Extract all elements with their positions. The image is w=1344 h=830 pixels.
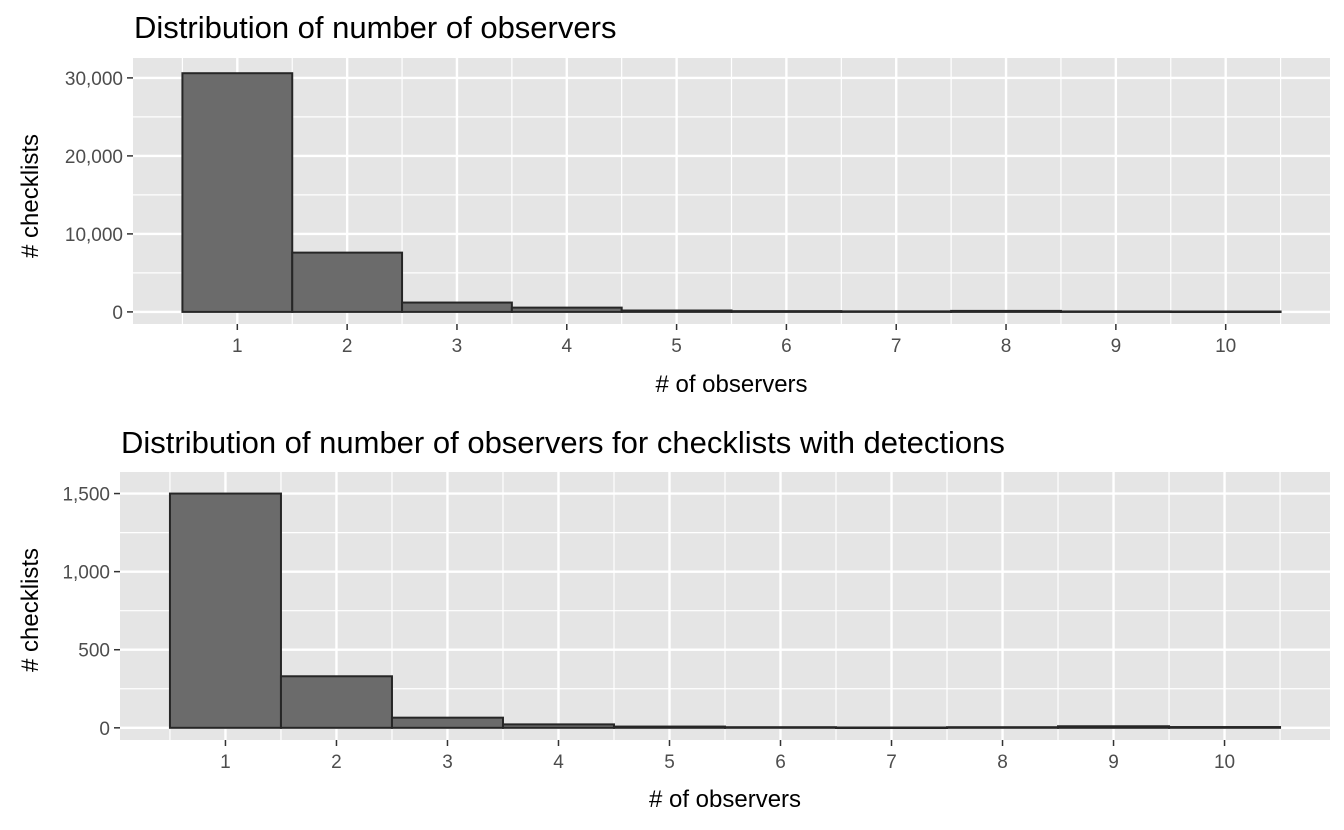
- x-tick-label: 7: [886, 752, 897, 773]
- x-tick-label: 7: [891, 336, 902, 357]
- bar-4: [501, 723, 615, 729]
- x-tick-label: 5: [671, 336, 682, 357]
- bar-10: [1168, 726, 1282, 729]
- bar-6: [730, 310, 843, 313]
- y-axis-title: # checklists: [17, 548, 44, 672]
- y-tick-label: 0: [112, 303, 123, 324]
- chart-observers-detections: Distribution of number of observers for …: [17, 425, 1330, 813]
- x-tick-label: 8: [1001, 336, 1012, 357]
- x-axis-title: # of observers: [649, 786, 801, 813]
- axes: 0 500 1,000 1,500 1 2 3 4 5 6 7 8 9 10: [62, 485, 1235, 773]
- bar-9: [1059, 310, 1172, 313]
- x-tick-label: 5: [664, 752, 675, 773]
- bar-7: [840, 310, 953, 313]
- y-tick-label: 1,000: [62, 563, 110, 584]
- y-tick-label: 0: [99, 719, 110, 740]
- bar-9: [1057, 725, 1171, 729]
- chart-observers-all: Distribution of number of observers 0 10,…: [17, 10, 1330, 398]
- bar-3: [401, 301, 513, 313]
- x-tick-label: 9: [1108, 752, 1119, 773]
- bar-10: [1169, 310, 1282, 314]
- x-tick-label: 1: [232, 336, 243, 357]
- y-tick-label: 30,000: [65, 69, 123, 90]
- bar-1: [168, 492, 282, 729]
- x-tick-label: 4: [553, 752, 564, 773]
- bars: [181, 72, 1282, 314]
- x-tick-label: 2: [342, 336, 353, 357]
- bar-5: [612, 725, 727, 729]
- bar-2: [291, 251, 404, 313]
- bar-2: [279, 675, 393, 729]
- y-axis-title: # checklists: [17, 134, 44, 258]
- x-tick-label: 4: [561, 336, 572, 357]
- chart-title: Distribution of number of observers: [134, 10, 616, 45]
- x-tick-label: 10: [1214, 752, 1235, 773]
- bar-7: [835, 726, 949, 730]
- x-tick-label: 6: [781, 336, 792, 357]
- bar-4: [510, 306, 623, 313]
- x-tick-label: 3: [452, 336, 463, 357]
- x-axis-title: # of observers: [655, 371, 807, 398]
- y-tick-label: 500: [78, 641, 110, 662]
- bars: [168, 492, 1282, 730]
- bar-5: [620, 309, 733, 313]
- y-tick-label: 20,000: [65, 147, 123, 168]
- x-tick-label: 10: [1215, 336, 1236, 357]
- x-tick-label: 9: [1111, 336, 1122, 357]
- bar-3: [390, 716, 504, 729]
- y-tick-label: 10,000: [65, 225, 123, 246]
- bar-8: [946, 726, 1060, 729]
- x-tick-label: 3: [442, 752, 453, 773]
- axes: 0 10,000 20,000 30,000 1 2 3 4 5 6 7 8 9 10: [65, 69, 1236, 357]
- y-tick-label: 1,500: [62, 485, 110, 506]
- x-tick-label: 1: [220, 752, 231, 773]
- x-tick-label: 6: [775, 752, 786, 773]
- chart-title: Distribution of number of observers for …: [121, 425, 1005, 460]
- x-tick-label: 8: [997, 752, 1008, 773]
- x-tick-label: 2: [331, 752, 342, 773]
- bar-8: [950, 309, 1062, 313]
- bar-1: [181, 72, 294, 313]
- bar-6: [724, 726, 838, 729]
